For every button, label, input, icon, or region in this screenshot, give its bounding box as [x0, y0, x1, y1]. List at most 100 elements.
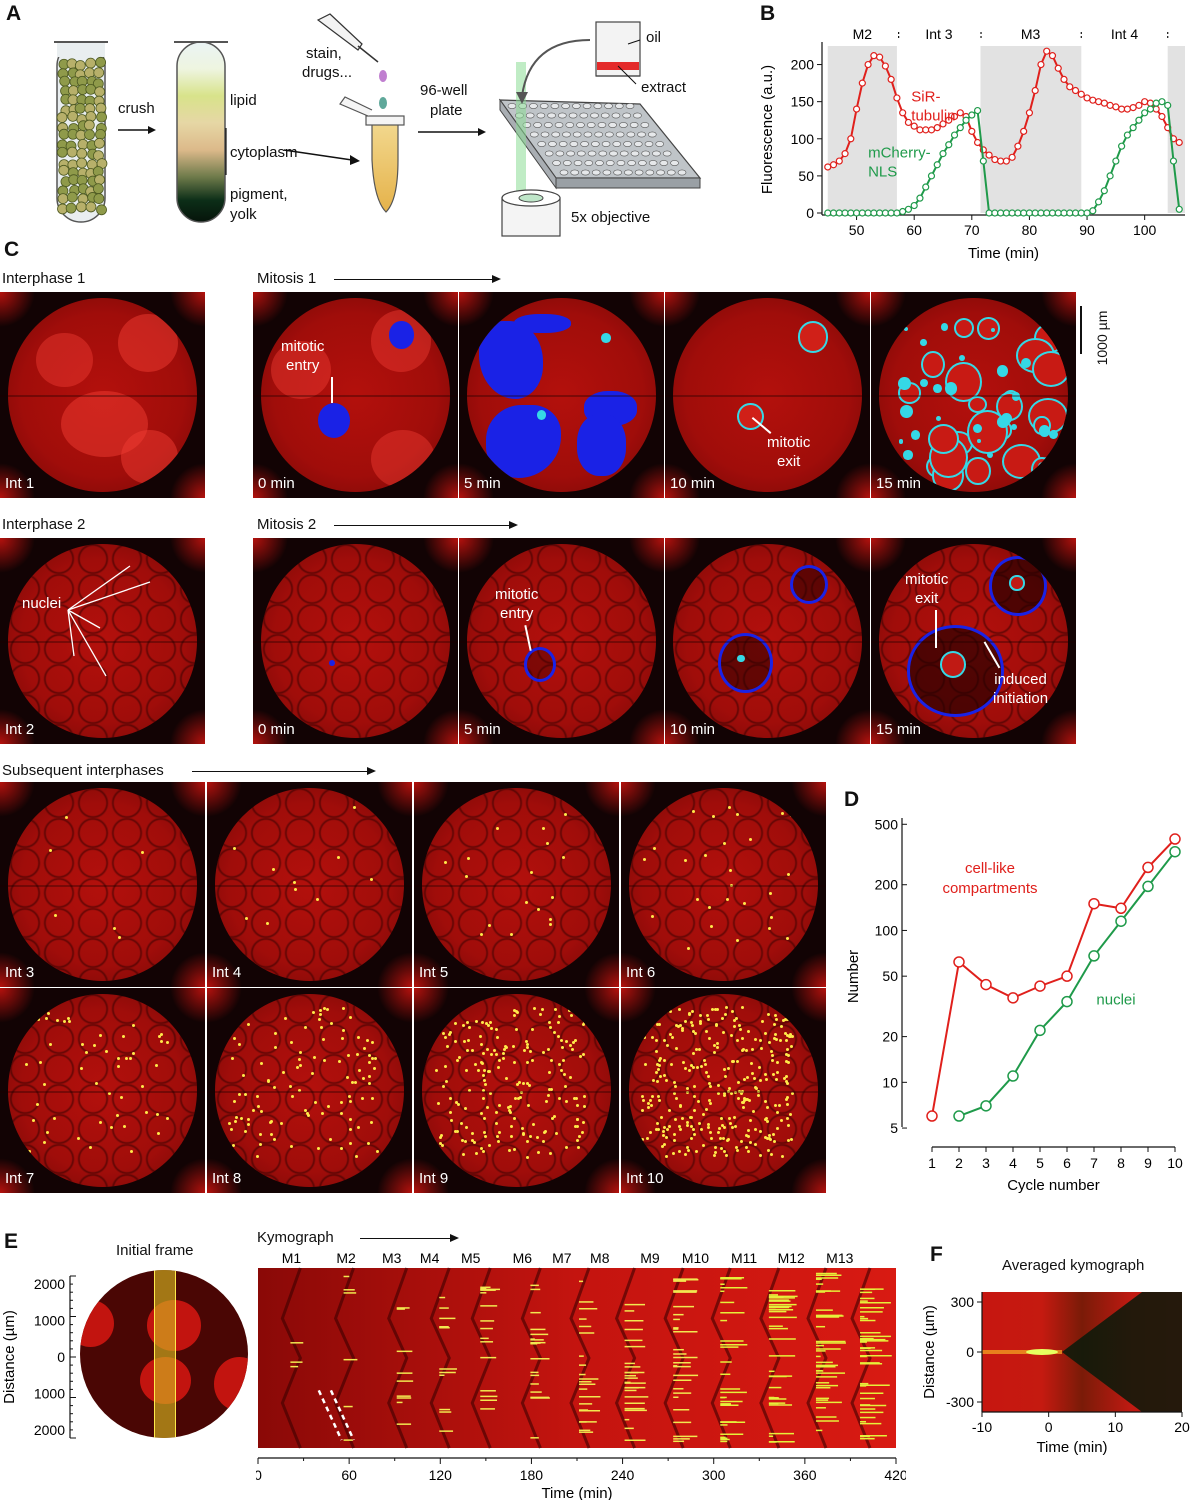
caption-int1: Int 1 [5, 475, 35, 492]
nucleus-dot [356, 1052, 360, 1056]
nucleus-dot [551, 895, 555, 899]
kymo-wavefront-12 [850, 1267, 872, 1449]
nucleus-dot [258, 1132, 262, 1136]
nucleus-dot [519, 1095, 523, 1099]
cyan-region [991, 328, 996, 333]
d-ytick-label-3: 50 [882, 968, 898, 984]
nucleus-dot [487, 924, 491, 928]
nucleus-dot [692, 1133, 696, 1137]
b-point-0-4 [847, 135, 855, 143]
nucleus-dot [656, 1122, 660, 1126]
nucleus-dot [24, 1062, 28, 1066]
nucleus-dot [583, 1095, 587, 1099]
plate-label-1: 96-well [420, 82, 468, 99]
b-point-1-60 [1169, 157, 1178, 165]
f-xtick-label-0: -10 [972, 1419, 992, 1435]
nucleus-dot [567, 1009, 571, 1013]
nucleus-dot [553, 1008, 557, 1012]
b-point-0-57 [1152, 105, 1160, 113]
d-ytick-label-0: 5 [890, 1120, 898, 1136]
nucleus-dot [362, 1046, 366, 1050]
b-point-1-18 [927, 172, 936, 180]
b-point-0-45 [1083, 94, 1091, 102]
micrograph-int-5: Int 5 [414, 782, 619, 987]
nucleus-dot [664, 1009, 668, 1013]
nucleus-dot [371, 1057, 375, 1061]
nucleus-dot [706, 1018, 710, 1022]
b-xtick-label-5: 100 [1133, 222, 1157, 238]
nucleus-dot [674, 1084, 678, 1088]
nucleus-dot [525, 1140, 529, 1144]
crush-label: crush [118, 100, 155, 117]
nucleus-dot [785, 1060, 789, 1064]
nucleus-dot [523, 1048, 527, 1052]
nucleus-dot [658, 1099, 662, 1103]
nucleus-dot [564, 1084, 568, 1088]
nucleus-dot [783, 1007, 787, 1011]
b-point-0-28 [985, 151, 993, 159]
eppendorf-tube-icon [339, 96, 405, 213]
nucleus-dot [43, 1141, 47, 1145]
nucleus-dot [481, 1074, 485, 1078]
nucleus-dot [448, 1110, 452, 1114]
nucleus-dot [772, 1037, 776, 1041]
nucleus-dot [122, 1124, 126, 1128]
nucleus-dot [481, 1021, 485, 1025]
stain-label: stain, [306, 45, 342, 62]
nucleus-dot [447, 1033, 451, 1037]
nucleus-dot [649, 1130, 653, 1134]
nucleus-dot [316, 898, 320, 902]
nucleus-dot [781, 1019, 785, 1023]
nucleus-dot [342, 1029, 346, 1033]
cyan-region [1039, 425, 1051, 437]
b-point-0-49 [1106, 101, 1114, 109]
nucleus-dot [646, 1105, 650, 1109]
nucleus-dot [742, 1106, 746, 1110]
nucleus-dot [674, 1097, 678, 1101]
nucleus-dot [481, 1088, 485, 1092]
nucleus-dot [35, 1102, 39, 1106]
b-point-0-31 [1002, 157, 1010, 165]
nucleus-dot [701, 1112, 705, 1116]
nucleus-dot [754, 1037, 758, 1041]
nucleus-dot [266, 1079, 270, 1083]
cyan-region [941, 323, 949, 331]
nucleus-dot [93, 1044, 97, 1048]
mitotic-entry-label-2: mitotic entry [495, 586, 539, 622]
f-y-axis-label: Distance (µm) [921, 1305, 938, 1399]
nucleus-dot [581, 1130, 585, 1134]
nucleus-dot [751, 1048, 755, 1052]
nucleus-dot [662, 1059, 666, 1063]
nucleus-dot [728, 868, 732, 872]
nucleus-dot [79, 1066, 83, 1070]
nucleus-dot [789, 1138, 793, 1142]
nucleus-dot [720, 1123, 724, 1127]
nucleus-dot [521, 1082, 525, 1086]
nucleus-dot [460, 1122, 463, 1126]
b-point-0-56 [1146, 99, 1155, 107]
nucleus-dot [707, 1098, 711, 1102]
nucleus-dot [691, 1127, 695, 1131]
cyan-region [903, 326, 909, 332]
nucleus-dot [660, 1115, 664, 1119]
nucleus-dot [753, 1077, 757, 1081]
nucleus-dot [157, 1132, 161, 1136]
nucleus-dot [677, 1124, 681, 1128]
cyan-region [945, 382, 958, 395]
nucleus-dot [763, 1031, 767, 1035]
b-point-0-18 [927, 126, 936, 134]
nucleus-dot [784, 1053, 788, 1057]
nucleus-dot [558, 1096, 561, 1100]
mitosis2-arrow [334, 521, 518, 529]
b-point-1-36 [1031, 209, 1039, 217]
b-point-0-20 [939, 120, 947, 128]
cyan-region [996, 364, 1009, 377]
nucleus-dot [775, 1070, 779, 1074]
exit-compartment [977, 317, 1000, 340]
nucleus-dot [717, 1092, 721, 1096]
nucleus-dot [736, 1060, 740, 1064]
nucleus-dot [525, 1043, 529, 1047]
cytoplasm-label: cytoplasm [230, 144, 298, 161]
nucleus-dot [736, 1096, 740, 1100]
nucleus-dot [480, 1147, 484, 1151]
